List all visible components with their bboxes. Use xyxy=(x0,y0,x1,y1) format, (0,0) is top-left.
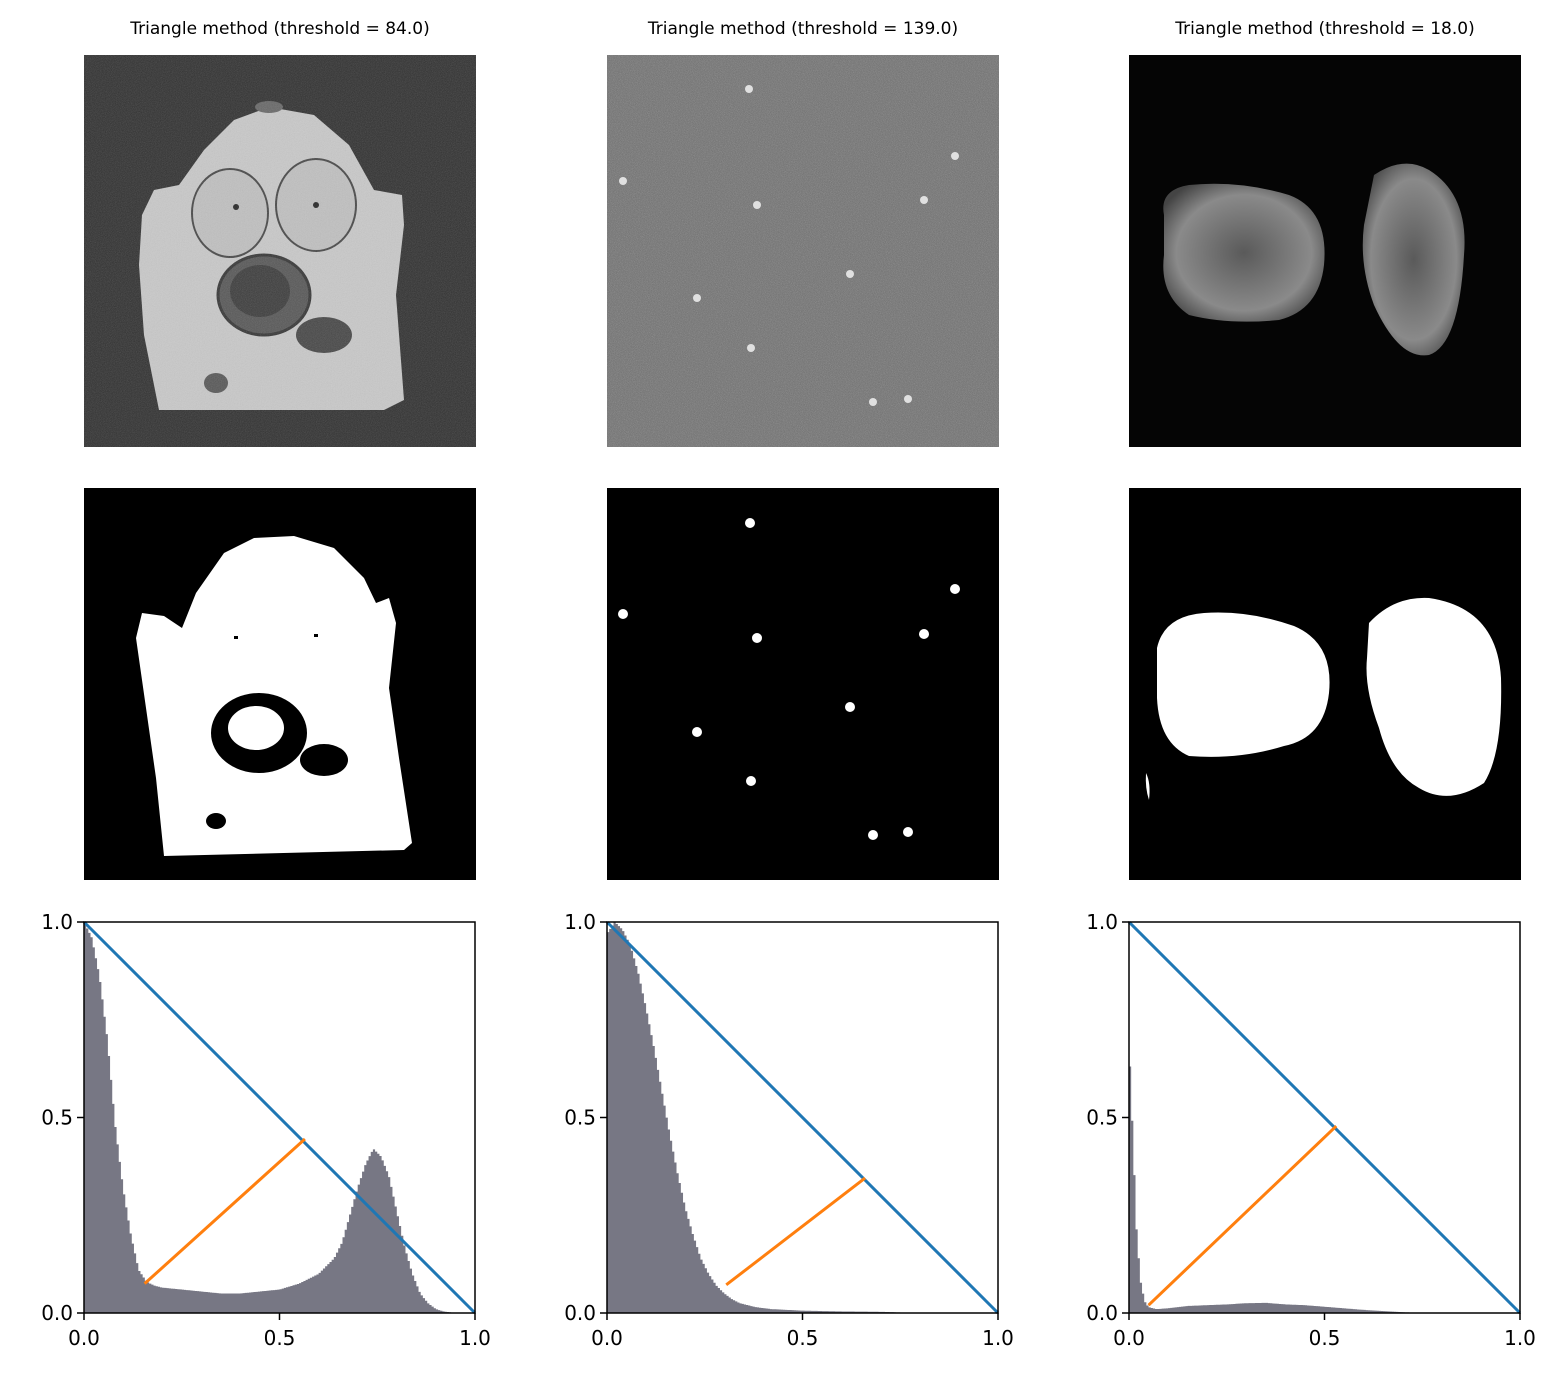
y-tick-label-3-2: 1.0 xyxy=(1086,910,1118,934)
panel-title-3: Triangle method (threshold = 18.0) xyxy=(1175,19,1475,39)
x-tick-label-1-2: 1.0 xyxy=(459,1326,491,1350)
panel-title-2: Triangle method (threshold = 139.0) xyxy=(647,19,959,39)
original-image-spots xyxy=(607,55,999,447)
diagonal-line-2 xyxy=(605,920,1000,1315)
x-tick-label-1-1: 0.5 xyxy=(264,1326,296,1350)
original-image-ghost xyxy=(84,55,476,447)
y-tick-label-3-0: 0.0 xyxy=(1086,1301,1118,1325)
perpendicular-line-3 xyxy=(1147,1125,1338,1307)
original-image-nuclei xyxy=(1129,55,1521,447)
perpendicular-line-1 xyxy=(143,1137,306,1285)
perpendicular-line-2 xyxy=(725,1176,866,1287)
x-tick-label-2-2: 1.0 xyxy=(982,1326,1014,1350)
y-tick-label-2-1: 0.5 xyxy=(564,1106,596,1130)
panel-title-1: Triangle method (threshold = 84.0) xyxy=(130,19,430,39)
binary-image-spots xyxy=(607,488,999,880)
y-tick-label-1-1: 0.5 xyxy=(41,1106,73,1130)
y-tick-label-1-0: 0.0 xyxy=(41,1301,73,1325)
y-tick-label-3-1: 0.5 xyxy=(1086,1106,1118,1130)
y-tick-label-2-0: 0.0 xyxy=(564,1301,596,1325)
binary-image-nuclei xyxy=(1129,488,1521,880)
x-tick-label-3-2: 1.0 xyxy=(1504,1326,1536,1350)
y-tick-label-1-2: 1.0 xyxy=(41,910,73,934)
x-tick-label-1-0: 0.0 xyxy=(68,1326,100,1350)
x-tick-label-3-0: 0.0 xyxy=(1113,1326,1145,1350)
binary-image-ghost xyxy=(84,488,476,880)
histogram-bars-2 xyxy=(607,922,998,1313)
x-tick-label-3-1: 0.5 xyxy=(1309,1326,1341,1350)
histogram-bars-3 xyxy=(1129,1066,1520,1313)
x-tick-label-2-0: 0.0 xyxy=(591,1326,623,1350)
diagonal-line-3 xyxy=(1127,920,1522,1315)
y-tick-label-2-2: 1.0 xyxy=(564,910,596,934)
x-tick-label-2-1: 0.5 xyxy=(787,1326,819,1350)
diagonal-line-1 xyxy=(82,920,477,1315)
